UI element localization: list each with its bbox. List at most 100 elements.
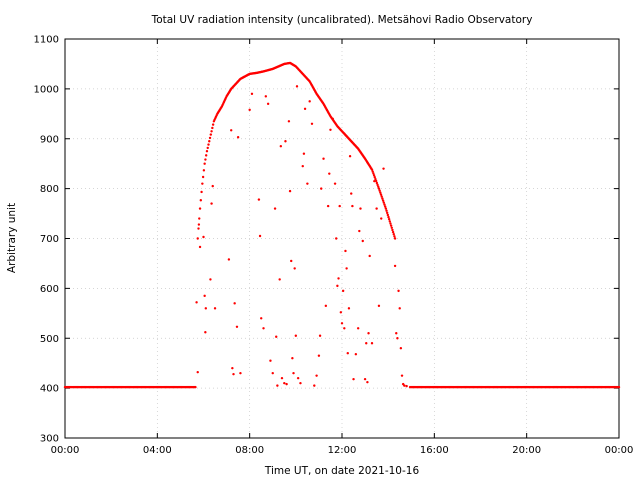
data-point <box>377 304 381 308</box>
data-point <box>389 222 392 225</box>
data-point <box>236 136 240 139</box>
x-tick-label: 04:00 <box>143 445 172 456</box>
data-point <box>378 189 381 192</box>
data-point <box>320 187 323 190</box>
data-point <box>273 207 277 210</box>
data-point <box>384 207 388 210</box>
data-point <box>405 384 408 388</box>
data-points <box>63 61 621 389</box>
data-point <box>318 334 322 337</box>
data-point <box>269 359 272 362</box>
data-point <box>347 307 351 310</box>
y-tick-label: 300 <box>40 434 59 445</box>
data-point <box>365 342 368 345</box>
data-point <box>264 95 268 98</box>
data-point <box>391 230 395 234</box>
data-point <box>276 384 279 387</box>
data-point <box>202 235 205 239</box>
data-point <box>209 133 213 136</box>
data-point <box>293 267 296 270</box>
data-point <box>399 347 403 350</box>
data-point <box>208 140 211 143</box>
data-point <box>370 168 374 171</box>
y-tick-label: 500 <box>40 334 59 345</box>
data-point <box>203 162 206 165</box>
data-point <box>388 220 392 223</box>
data-point <box>199 199 203 202</box>
data-point <box>201 175 205 179</box>
data-point <box>393 237 397 240</box>
data-point <box>381 197 384 200</box>
data-point <box>196 370 199 374</box>
data-point <box>209 278 212 281</box>
data-point <box>197 227 200 230</box>
data-point <box>257 198 261 201</box>
data-point <box>374 179 378 183</box>
data-point <box>372 172 375 175</box>
data-point <box>315 374 318 377</box>
y-tick-label: 900 <box>40 134 59 145</box>
data-point <box>337 277 340 280</box>
data-point <box>201 182 204 185</box>
data-point <box>299 381 302 385</box>
data-point <box>363 377 367 381</box>
data-point <box>403 384 406 387</box>
data-point <box>358 229 361 233</box>
data-point <box>367 332 370 335</box>
data-point <box>344 249 347 253</box>
data-point <box>211 126 214 130</box>
data-point <box>294 334 298 337</box>
data-point <box>339 311 343 314</box>
y-tick-label: 800 <box>40 184 59 195</box>
data-point <box>383 205 387 208</box>
data-point <box>329 128 332 131</box>
data-point <box>366 380 369 384</box>
data-point <box>313 384 316 387</box>
data-point <box>373 176 376 179</box>
data-point <box>361 239 364 243</box>
data-point <box>324 304 328 308</box>
data-point <box>296 376 300 380</box>
data-point <box>204 331 207 334</box>
data-point <box>230 129 233 132</box>
data-point <box>197 223 201 226</box>
data-point <box>196 237 199 240</box>
data-point <box>198 245 202 249</box>
data-point <box>258 234 262 238</box>
data-point <box>382 201 385 204</box>
data-point <box>303 107 307 111</box>
data-point <box>375 181 379 185</box>
data-point <box>379 193 383 196</box>
data-point <box>385 211 389 215</box>
data-point <box>371 170 374 173</box>
data-point <box>370 342 374 345</box>
data-point <box>354 353 358 356</box>
data-point <box>317 354 321 357</box>
data-point <box>376 183 379 187</box>
data-point <box>204 307 208 310</box>
data-point <box>386 213 390 217</box>
data-point <box>387 215 390 219</box>
x-tick-label: 16:00 <box>420 445 449 456</box>
data-point <box>356 327 360 330</box>
data-point <box>336 284 339 288</box>
data-point <box>290 259 293 263</box>
x-axis-label: Time UT, on date 2021-10-16 <box>264 465 420 477</box>
data-point <box>279 145 283 148</box>
data-point <box>343 327 346 330</box>
data-point <box>227 258 231 261</box>
data-point <box>333 182 337 185</box>
x-tick-label: 20:00 <box>512 445 541 456</box>
data-point <box>377 185 380 188</box>
data-point <box>284 140 287 143</box>
data-point <box>341 289 345 293</box>
data-point <box>392 233 395 236</box>
data-point <box>326 204 330 208</box>
data-point <box>203 294 206 298</box>
x-tick-labels: 00:00 04:00 08:00 12:00 16:00 20:00 00:00 <box>51 445 634 456</box>
data-point <box>395 332 398 335</box>
data-point <box>231 366 234 370</box>
grid-lines <box>65 39 619 438</box>
data-point <box>278 278 281 281</box>
data-point <box>368 254 371 258</box>
